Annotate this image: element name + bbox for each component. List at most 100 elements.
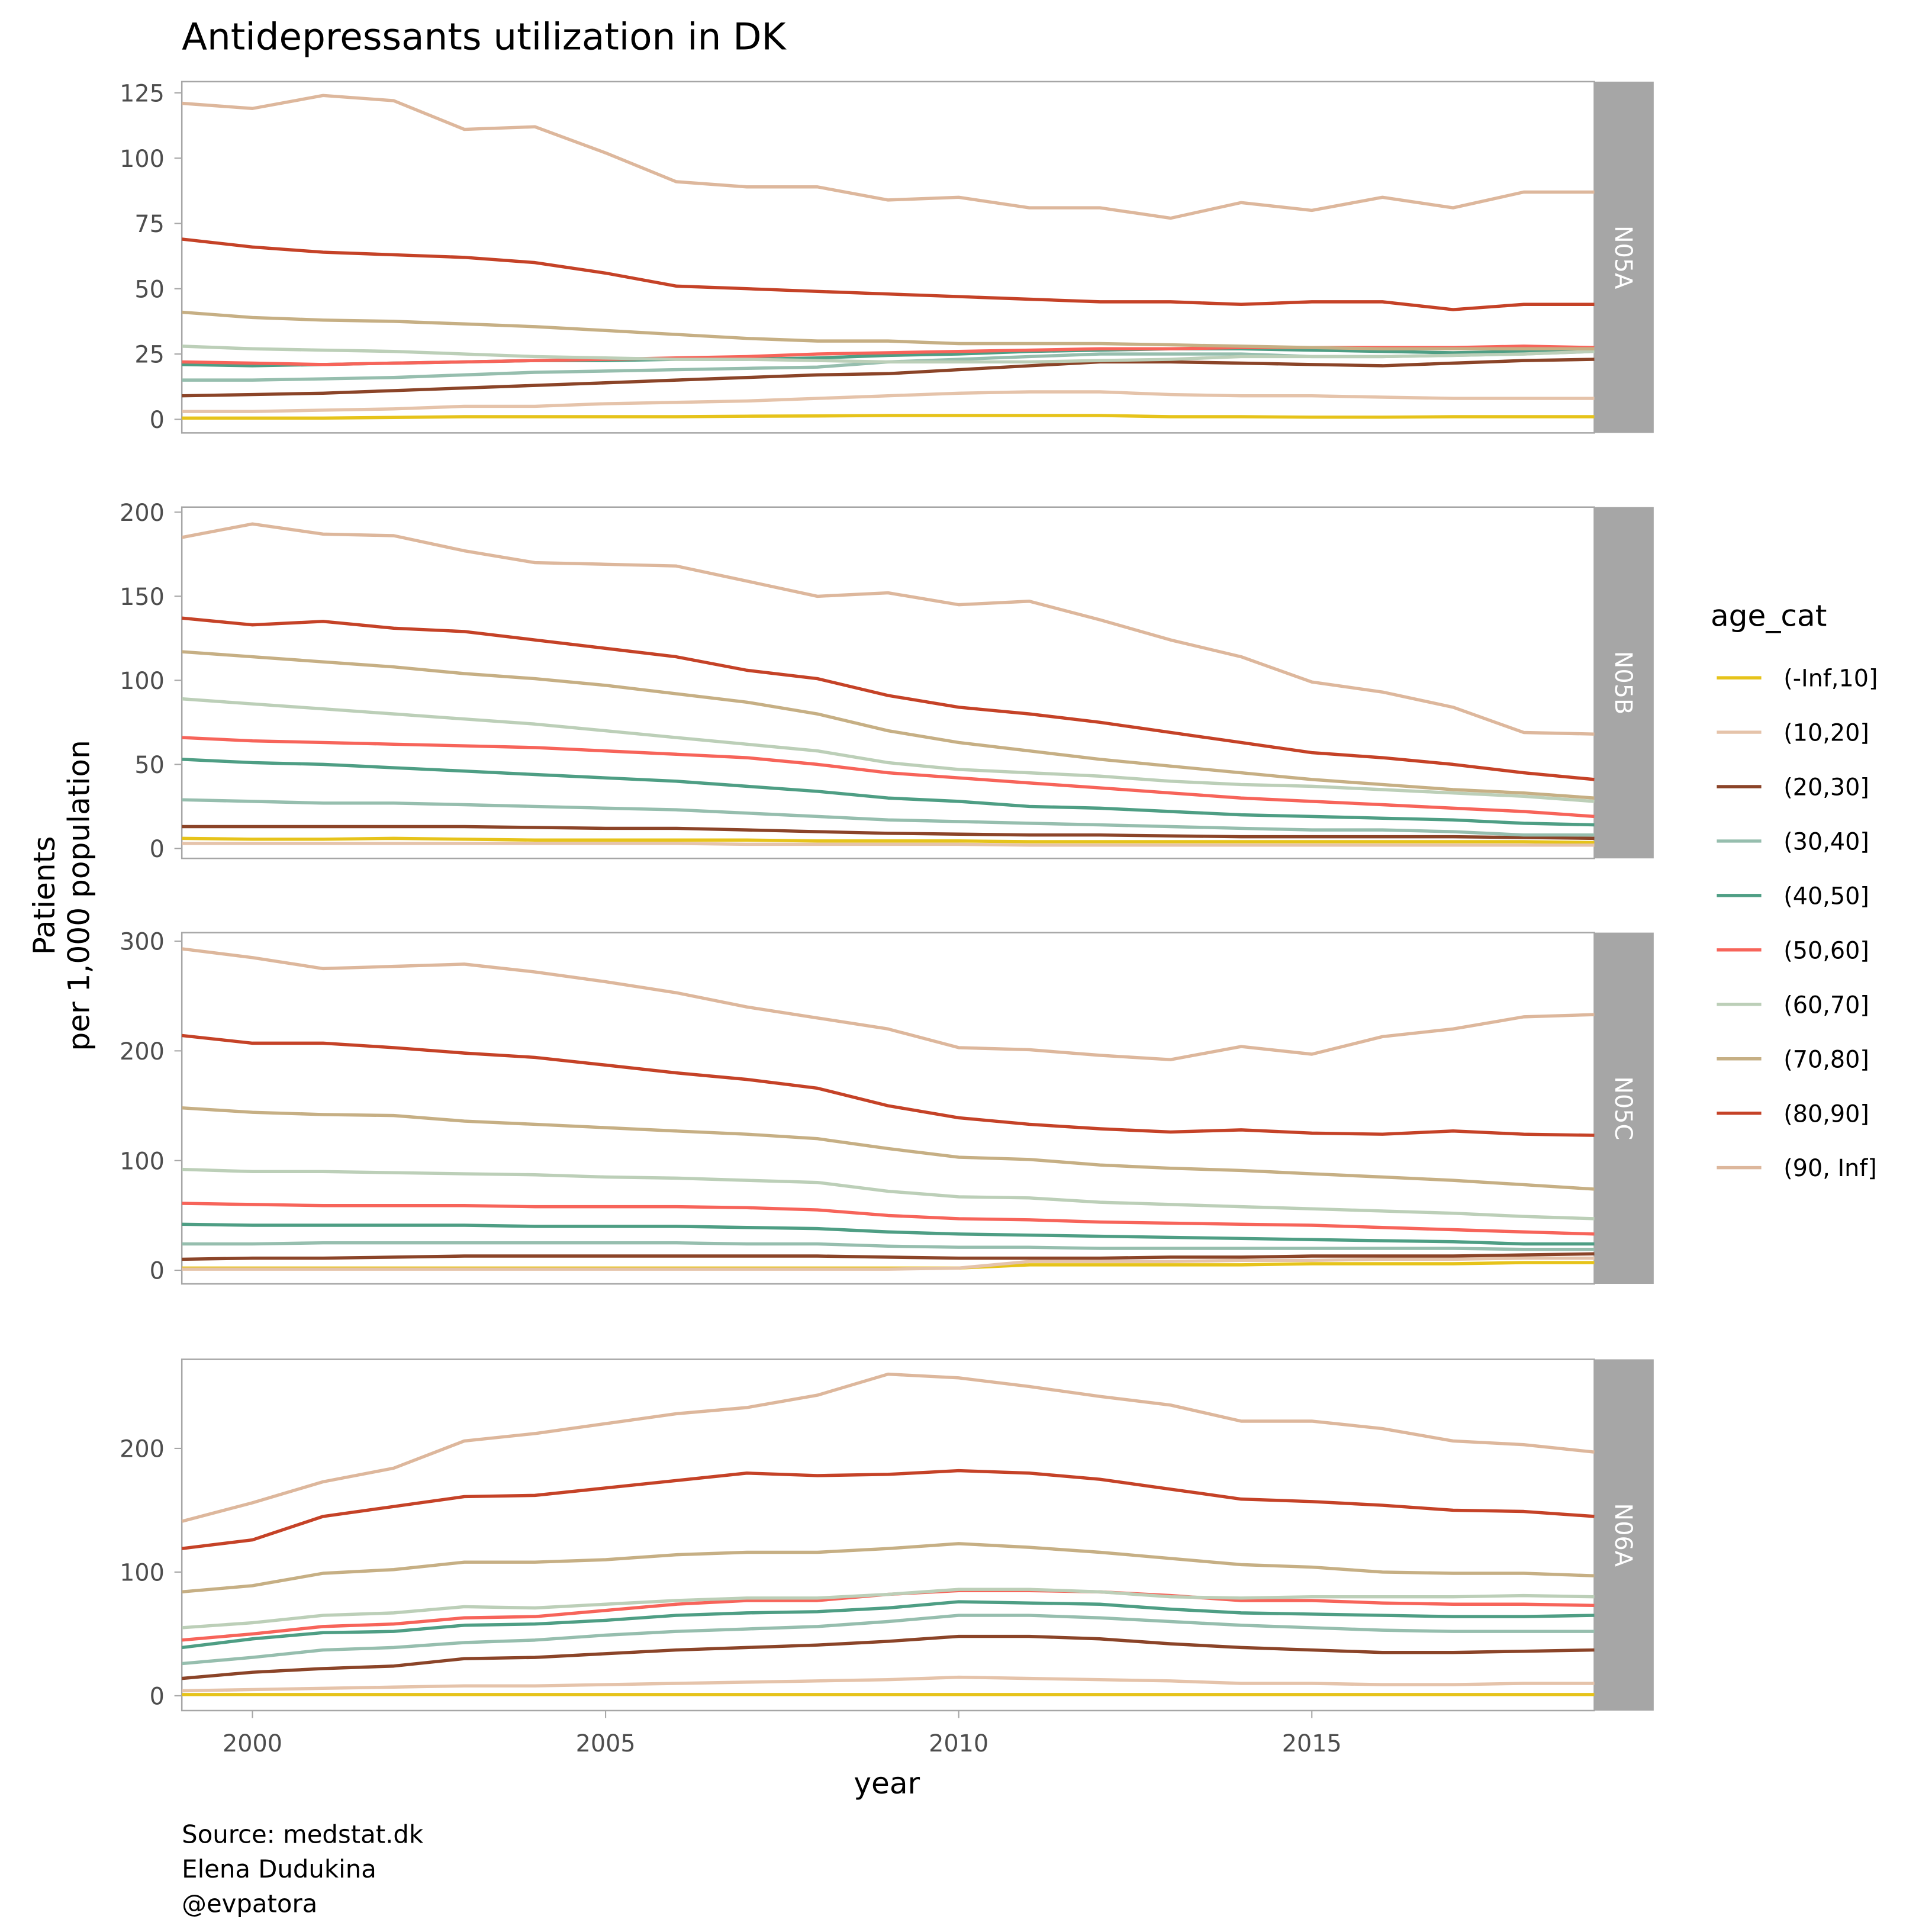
series-line-n05a-0 (182, 414, 1595, 420)
series-line-n05c-5 (182, 1202, 1595, 1236)
caption-handle: @evpatora (182, 1889, 317, 1918)
legend-item: (80,90] (1717, 1100, 1869, 1128)
caption-source: Source: medstat.dk (182, 1820, 424, 1849)
y-tick-label: 300 (120, 929, 165, 956)
legend-item: (40,50] (1717, 883, 1869, 910)
legend-item: (-Inf,10] (1717, 665, 1878, 693)
series-line-n05b-3 (182, 798, 1595, 837)
y-tick-label: 75 (134, 211, 165, 238)
y-tick-label: 200 (120, 1436, 165, 1463)
y-tick-label: 125 (120, 80, 165, 108)
legend-label: (60,70] (1783, 991, 1869, 1019)
x-axis-title: year (854, 1766, 920, 1801)
y-tick-label: 200 (120, 1038, 165, 1065)
series-line-n05c-3 (182, 1241, 1595, 1251)
y-tick-label: 0 (150, 407, 165, 434)
facet-strip-label: N05C (1609, 1076, 1637, 1140)
series-line-n05c-1 (182, 1256, 1595, 1271)
series-line-n06a-4 (181, 1600, 1595, 1650)
x-tick-label: 2000 (223, 1730, 282, 1757)
series-line-n05b-7 (181, 650, 1595, 800)
series-line-n05a-8 (181, 237, 1595, 311)
series-line-n06a-7 (181, 1542, 1595, 1594)
facet-strip-label: N05B (1609, 651, 1637, 714)
y-tick-label: 200 (120, 500, 165, 527)
facet-panel-n05a: N05A 0 25 50 75 100 125 (120, 80, 1654, 434)
series-line-n06a-8 (181, 1469, 1595, 1550)
series-line-n05a-6 (182, 344, 1595, 364)
facet-panel-n05b: N05B 0 50 100 150 200 (120, 500, 1654, 863)
series-line-n05a-2 (182, 358, 1595, 398)
legend-item: (50,60] (1717, 937, 1869, 964)
legend-label: (40,50] (1783, 883, 1869, 910)
x-tick-label: 2005 (576, 1730, 636, 1757)
x-tick-label: 2010 (929, 1730, 988, 1757)
series-line-n06a-1 (182, 1675, 1595, 1693)
caption: Source: medstat.dk Elena Dudukina @evpat… (182, 1820, 424, 1918)
legend-label: (80,90] (1783, 1100, 1869, 1128)
series-line-n05b-6 (181, 697, 1595, 803)
y-tick-label: 50 (134, 752, 165, 779)
series-line-n05c-7 (182, 1106, 1595, 1191)
series-line-n05c-9 (181, 947, 1595, 1061)
y-tick-label: 150 (120, 584, 165, 611)
facet-strip-label: N05A (1609, 226, 1637, 289)
series-line-n05c-4 (182, 1222, 1595, 1246)
caption-author: Elena Dudukina (182, 1854, 376, 1883)
series-line-n05a-1 (182, 390, 1595, 413)
series-line-n05b-2 (182, 825, 1595, 841)
series-line-n05a-9 (181, 94, 1595, 220)
series-line-n05c-6 (182, 1167, 1595, 1221)
legend-item: (60,70] (1717, 991, 1869, 1019)
panel-background (181, 1358, 1595, 1712)
y-tick-label: 0 (150, 1258, 165, 1285)
series-line-n05b-1 (182, 842, 1595, 847)
series-line-n06a-9 (181, 1372, 1595, 1523)
legend-label: (-Inf,10] (1783, 665, 1878, 693)
facet-strip (1594, 1359, 1654, 1711)
facet-panels: N05A 0 25 50 75 100 125 N05B 0 50 100 150 200 N05C 0 10… (120, 80, 1654, 1712)
chart-title: Antidepressants utilization in DK (182, 15, 787, 59)
series-line-n06a-3 (181, 1614, 1595, 1666)
facet-strip (1594, 932, 1654, 1284)
y-tick-label: 100 (120, 146, 165, 173)
legend-item: (30,40] (1717, 829, 1869, 856)
legend-label: (30,40] (1783, 829, 1869, 856)
series-line-n05b-8 (181, 616, 1595, 781)
series-line-n05b-9 (181, 522, 1595, 736)
facet-strip (1594, 81, 1654, 433)
legend-label: (50,60] (1783, 937, 1869, 964)
x-tick-label: 2015 (1282, 1730, 1342, 1757)
y-tick-label: 25 (134, 342, 165, 369)
series-line-n05b-5 (182, 736, 1595, 819)
y-tick-label: 100 (120, 1148, 165, 1175)
y-axis-title: Patients per 1,000 population (27, 740, 96, 1051)
y-tick-label: 100 (120, 668, 165, 695)
series-line-n05c-2 (182, 1252, 1595, 1261)
facet-strip-label: N06A (1609, 1503, 1637, 1567)
legend-label: (70,80] (1783, 1046, 1869, 1073)
y-tick-label: 100 (120, 1560, 165, 1587)
legend-label: (20,30] (1783, 774, 1869, 801)
legend: age_cat (-Inf,10] (10,20] (20,30] (30,40] (4… (1711, 598, 1878, 1182)
legend-item: (20,30] (1717, 774, 1869, 801)
series-line-n06a-6 (181, 1588, 1595, 1630)
panel-background (181, 80, 1595, 434)
y-tick-label: 0 (150, 836, 165, 863)
legend-label: (10,20] (1783, 720, 1869, 747)
series-line-n05c-8 (181, 1033, 1595, 1137)
legend-item: (10,20] (1717, 720, 1869, 747)
panel-background (181, 506, 1595, 859)
y-axis-title-line-1: Patients (27, 836, 62, 955)
legend-label: (90, Inf] (1783, 1155, 1877, 1182)
facet-strip (1594, 507, 1654, 859)
series-line-n05a-7 (181, 310, 1595, 350)
series-line-n06a-2 (181, 1634, 1595, 1680)
y-axis-title-line-2: per 1,000 population (61, 740, 96, 1051)
y-tick-label: 50 (134, 276, 165, 303)
facet-panel-n05c: N05C 0 100 200 300 (120, 929, 1654, 1285)
series-line-n05b-0 (182, 836, 1595, 845)
legend-item: (90, Inf] (1717, 1155, 1877, 1182)
facet-panel-n06a: N06A 0 100 200 (120, 1358, 1654, 1712)
